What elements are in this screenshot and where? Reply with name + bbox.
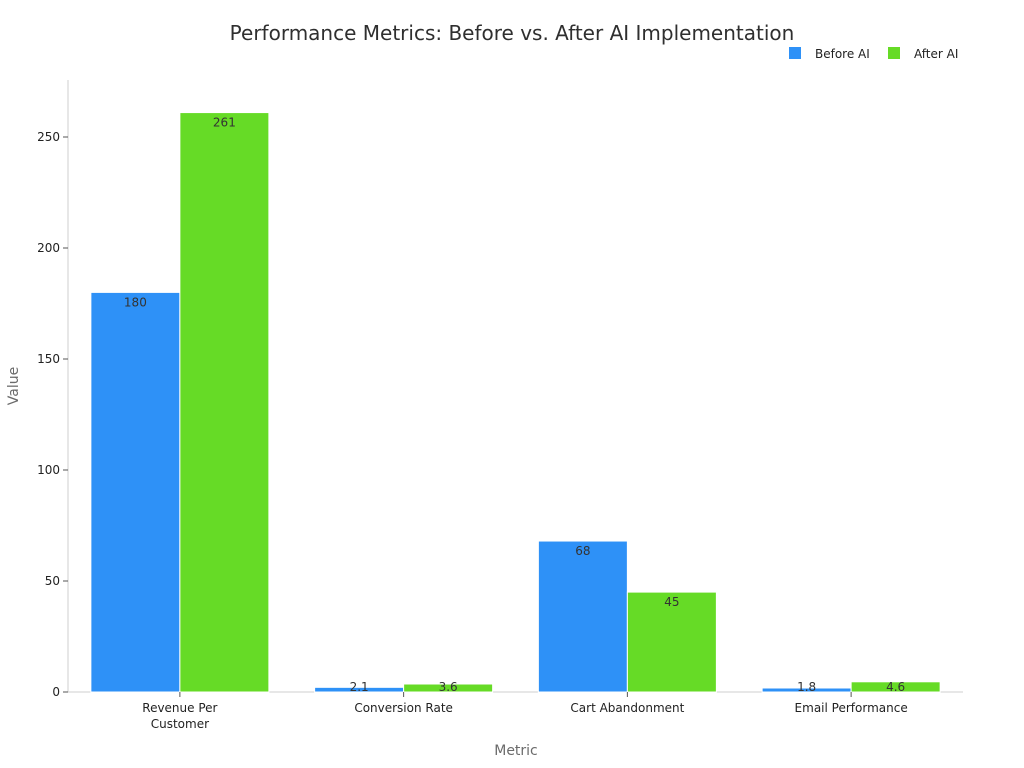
- legend-label-before-ai: Before AI: [815, 47, 870, 61]
- x-axis-title: Metric: [494, 743, 538, 759]
- legend-swatch-before-ai: [789, 47, 801, 59]
- bars: 180 261 2.1 3.6 68 45 1.8 4.6: [90, 112, 941, 694]
- x-tick-label: Cart Abandonment: [570, 701, 684, 715]
- y-tick-label: 150: [37, 352, 60, 366]
- y-tick-label: 250: [37, 130, 60, 144]
- bar-value-label: 1.8: [797, 680, 816, 694]
- bar-after-ai: [850, 681, 941, 693]
- legend: Before AI After AI: [789, 47, 958, 61]
- bar-value-label: 68: [575, 544, 590, 558]
- y-axis-ticks: 0 50 100 150 200 250: [37, 130, 68, 699]
- legend-swatch-after-ai: [888, 47, 900, 59]
- x-tick-label: Email Performance: [795, 701, 908, 715]
- bar-before-ai: [90, 291, 181, 693]
- x-tick-label: Conversion Rate: [354, 701, 453, 715]
- bar-value-label: 261: [213, 116, 236, 130]
- bar-after-ai: [403, 683, 494, 693]
- y-axis-title: Value: [6, 367, 22, 405]
- bar-value-label: 180: [124, 295, 147, 309]
- bar-before-ai: [537, 540, 628, 693]
- y-tick-label: 50: [45, 574, 60, 588]
- bar-value-label: 4.6: [886, 680, 905, 694]
- bar-value-label: 45: [664, 595, 679, 609]
- bar-after-ai: [179, 112, 270, 693]
- y-tick-label: 100: [37, 463, 60, 477]
- chart-title: Performance Metrics: Before vs. After AI…: [230, 21, 795, 45]
- legend-label-after-ai: After AI: [914, 47, 958, 61]
- y-tick-label: 0: [52, 685, 60, 699]
- x-axis-ticks: Revenue Per Customer Conversion Rate Cart A…: [142, 692, 908, 731]
- bar-after-ai: [626, 591, 717, 693]
- bar-value-label: 3.6: [439, 680, 458, 694]
- x-tick-label: Revenue Per Customer: [142, 701, 217, 731]
- y-tick-label: 200: [37, 241, 60, 255]
- bar-value-label: 2.1: [350, 680, 369, 694]
